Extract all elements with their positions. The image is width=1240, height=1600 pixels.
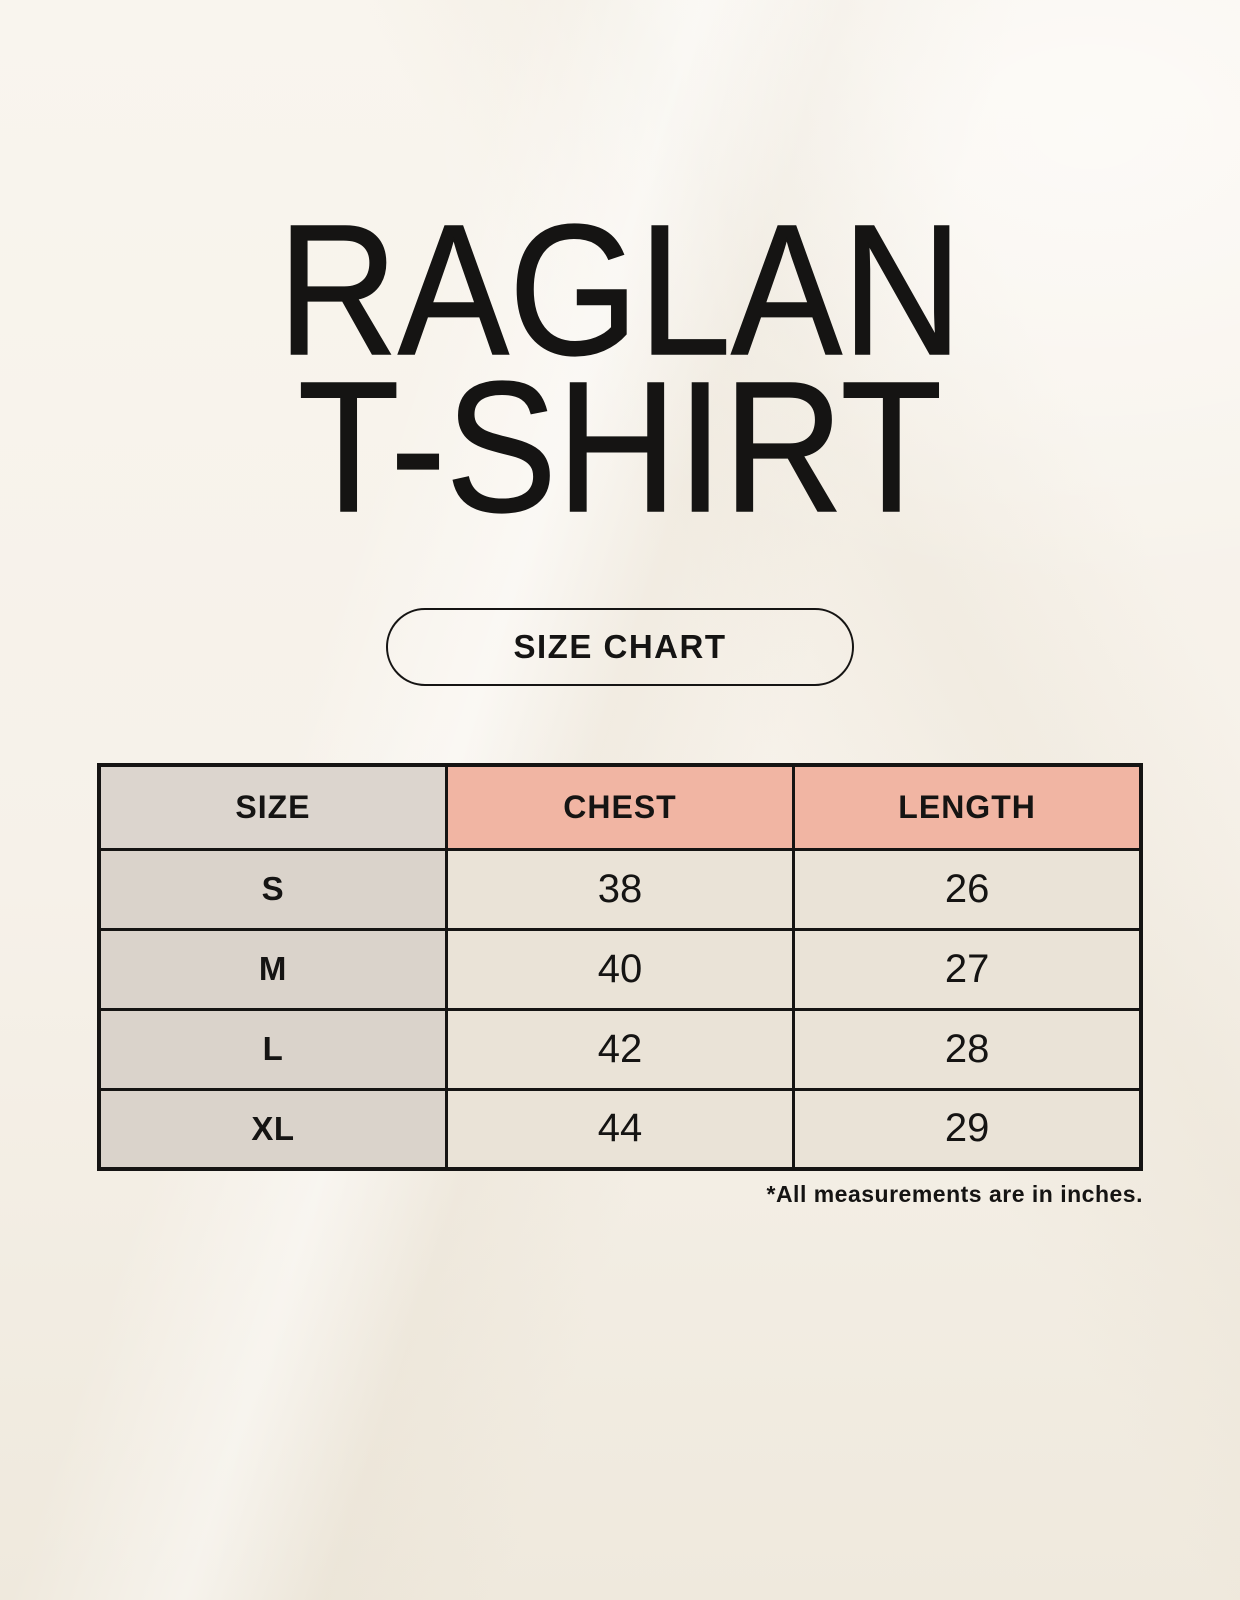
size-label: XL	[97, 1087, 448, 1171]
table-row-s: S 38 26	[97, 847, 1143, 931]
column-header-chest: CHEST	[444, 763, 796, 851]
length-value: 29	[792, 1087, 1143, 1171]
product-title: RAGLAN T-SHIRT	[65, 187, 1175, 551]
table-row-l: L 42 28	[97, 1007, 1143, 1091]
chest-value: 38	[444, 847, 796, 931]
chest-value: 42	[444, 1007, 796, 1091]
table-row-xl: XL 44 29	[97, 1087, 1143, 1171]
size-chart-table: SIZE CHEST LENGTH S 38 26 M 40 27 L 42 2…	[97, 763, 1143, 1171]
chest-value: 40	[444, 927, 796, 1011]
measurements-note: *All measurements are in inches.	[766, 1181, 1143, 1207]
length-value: 27	[792, 927, 1143, 1011]
length-value: 26	[792, 847, 1143, 931]
product-title-line2: T-SHIRT	[297, 344, 943, 551]
column-header-size: SIZE	[97, 763, 448, 851]
size-label: M	[97, 927, 448, 1011]
column-header-length: LENGTH	[792, 763, 1143, 851]
size-chart-button-label: SIZE CHART	[513, 628, 727, 665]
chest-value: 44	[444, 1087, 796, 1171]
product-title-line1: RAGLAN	[277, 187, 963, 394]
size-label: S	[97, 847, 448, 931]
size-chart-button[interactable]: SIZE CHART	[386, 608, 854, 686]
table-row-m: M 40 27	[97, 927, 1143, 1011]
size-label: L	[97, 1007, 448, 1091]
length-value: 28	[792, 1007, 1143, 1091]
table-header-row: SIZE CHEST LENGTH	[97, 763, 1143, 851]
